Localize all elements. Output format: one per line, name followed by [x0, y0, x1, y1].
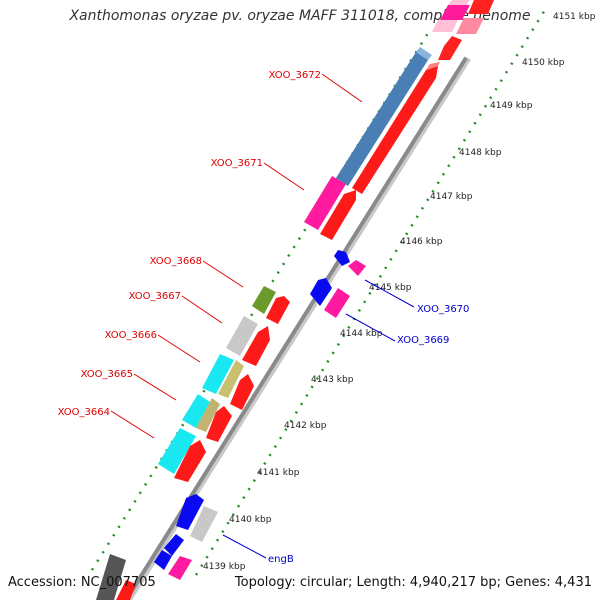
tick-label-4139: 4139 kbp — [203, 562, 246, 572]
gene-label-XOO-3672[interactable]: XOO_3672 — [269, 70, 321, 81]
topology-text: Topology: circular; Length: 4,940,217 bp… — [234, 575, 592, 590]
tick-label-4148: 4148 kbp — [459, 148, 502, 158]
accession-text: Accession: NC_007705 — [8, 575, 156, 590]
gene-red-long-1-top — [426, 62, 440, 70]
gene-block[interactable] — [448, 0, 470, 5]
tick-label-4151: 4151 kbp — [553, 12, 596, 22]
gene-XOO-3665-block[interactable] — [182, 394, 210, 428]
leader-XOO-3669 — [345, 313, 396, 342]
gene-XOO-3672-block[interactable] — [336, 52, 428, 186]
gene-red-3668[interactable] — [266, 296, 290, 324]
gene-red-3667[interactable] — [242, 326, 270, 366]
gene-label-XOO-3667[interactable]: XOO_3667 — [129, 291, 181, 302]
gene-XOO-3672-block-top — [416, 47, 432, 60]
tick-label-4147: 4147 kbp — [430, 192, 473, 202]
tick-label-4149: 4149 kbp — [490, 101, 533, 111]
gene-label-XOO-3665[interactable]: XOO_3665 — [81, 369, 133, 380]
tick-label-4141: 4141 kbp — [257, 468, 300, 478]
gene-blue-small[interactable] — [154, 550, 172, 570]
leader-XOO-3666 — [157, 334, 201, 363]
gene-label-engB[interactable]: engB — [268, 554, 294, 565]
gene-XOO-3667-block[interactable] — [226, 316, 258, 356]
gene-XOO-3666-block[interactable] — [202, 354, 234, 394]
tick-label-4144: 4144 kbp — [340, 329, 383, 339]
gene-label-XOO-3669[interactable]: XOO_3669 — [397, 335, 449, 346]
leader-XOO-3671 — [263, 162, 305, 191]
gene-XOO-3664-block[interactable] — [158, 428, 196, 474]
gene-label-XOO-3664[interactable]: XOO_3664 — [58, 407, 110, 418]
gene-engB-block[interactable] — [164, 534, 184, 556]
genome-title: Xanthomonas oryzae pv. oryzae MAFF 31101… — [69, 8, 531, 24]
gene-XOO-3665-khaki[interactable] — [196, 398, 220, 432]
gene-label-XOO-3666[interactable]: XOO_3666 — [105, 330, 157, 341]
tick-label-4145: 4145 kbp — [369, 283, 412, 293]
gene-red-long-1[interactable] — [352, 66, 438, 194]
tick-label-4143: 4143 kbp — [311, 375, 354, 385]
gene-red-3664[interactable] — [174, 440, 206, 482]
gene-pink-4139[interactable] — [168, 556, 192, 580]
tick-label-4140: 4140 kbp — [229, 515, 272, 525]
leader-XOO-3668 — [202, 260, 244, 288]
gene-red-3666[interactable] — [230, 374, 254, 410]
gene-block[interactable] — [468, 0, 494, 14]
gene-block[interactable] — [440, 5, 470, 20]
genome-backbone — [124, 56, 468, 600]
leader-XOO-3672 — [321, 73, 363, 103]
gene-XOO-3670-block[interactable] — [334, 250, 350, 266]
gene-XOO-3670-pink[interactable] — [348, 260, 366, 276]
leader-engB — [222, 534, 267, 559]
gene-XOO-3669-block[interactable] — [310, 278, 332, 306]
gene-label-XOO-3668[interactable]: XOO_3668 — [150, 256, 202, 267]
gene-XOO-3671-block[interactable] — [304, 176, 346, 230]
gene-XOO-3668-block[interactable] — [252, 286, 276, 314]
leader-XOO-3670 — [364, 279, 415, 308]
leader-XOO-3664 — [110, 410, 155, 439]
gene-XOO-3666-khaki[interactable] — [218, 360, 244, 398]
top-gene-cluster — [432, 0, 494, 60]
tick-label-4150: 4150 kbp — [522, 58, 565, 68]
gene-blue-4140[interactable] — [176, 494, 204, 530]
right-guide-line — [194, 4, 550, 576]
gene-dark-gray[interactable] — [96, 554, 126, 600]
tick-label-4142: 4142 kbp — [284, 421, 327, 431]
gene-block[interactable] — [456, 18, 484, 34]
gene-XOO-3669-pink[interactable] — [324, 288, 350, 318]
gene-red-3665[interactable] — [206, 406, 232, 442]
gene-gray-4140[interactable] — [190, 506, 218, 542]
tick-label-4146: 4146 kbp — [400, 237, 443, 247]
gene-block[interactable] — [438, 36, 462, 60]
leader-XOO-3665 — [133, 373, 177, 401]
gene-red-bottom[interactable] — [116, 580, 136, 600]
gene-label-XOO-3670[interactable]: XOO_3670 — [417, 304, 469, 315]
leader-XOO-3667 — [181, 295, 223, 324]
gene-block[interactable] — [432, 20, 458, 32]
gene-label-XOO-3671[interactable]: XOO_3671 — [211, 158, 263, 169]
gene-red-3671[interactable] — [320, 190, 356, 240]
